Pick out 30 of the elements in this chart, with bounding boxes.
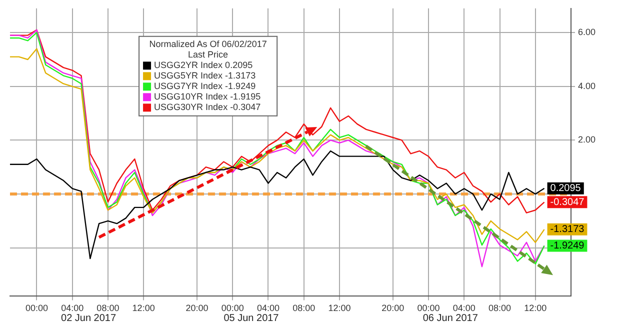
data-label: -1.9249 (550, 240, 585, 252)
legend-label: USGG10YR Index -1.9195 (154, 92, 261, 102)
legend-label: USGG2YR Index 0.2095 (154, 60, 253, 70)
x-tick-label: 20:00 (382, 303, 404, 314)
x-tick-label: 00:00 (25, 303, 48, 314)
y-tick-label: 2.00 (578, 134, 596, 145)
x-tick-label: 08:00 (96, 303, 120, 314)
legend-label: USGG30YR Index -0.3047 (154, 102, 261, 112)
legend-label: USGG5YR Index -1.3173 (154, 70, 256, 81)
x-tick-label: 04:00 (256, 303, 280, 314)
x-tick-label: 00:00 (417, 303, 440, 314)
data-label: -0.3047 (550, 196, 585, 208)
text: 06 Jun 2017 (422, 312, 478, 324)
x-tick-label: 12:00 (524, 303, 547, 314)
legend-title: Normalized As Of 06/02/2017 Last Price (149, 39, 267, 60)
data-label: -1.3173 (550, 224, 585, 236)
x-tick-label: 04:00 (452, 303, 476, 314)
x-tick-label: 12:00 (328, 303, 351, 314)
x-tick-label: 08:00 (292, 303, 316, 314)
x-tick-label: 20:00 (186, 303, 208, 314)
text: 05 Jun 2017 (224, 312, 280, 324)
x-tick-label: 00:00 (221, 303, 244, 314)
legend-label: USGG7YR Index -1.9249 (154, 81, 256, 92)
x-tick-label: 04:00 (61, 303, 84, 314)
x-tick-label: 12:00 (132, 303, 155, 314)
x-tick-label: 08:00 (488, 303, 512, 314)
text: 02 Jun 2017 (61, 312, 116, 324)
y-tick-label: 4.00 (578, 80, 596, 91)
data-label: 0.2095 (550, 183, 582, 194)
y-tick-label: 6.00 (578, 27, 596, 38)
